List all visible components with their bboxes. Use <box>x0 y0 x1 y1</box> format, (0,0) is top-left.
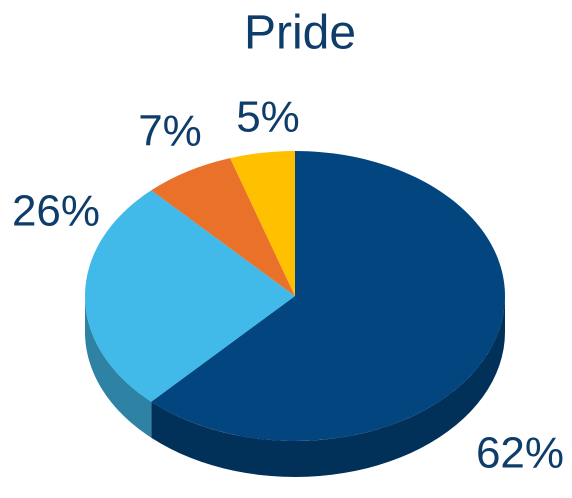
slice-side <box>85 296 152 438</box>
slice <box>84 190 296 402</box>
data-label: 7% <box>138 107 202 156</box>
data-label: 62% <box>476 429 564 478</box>
chart-title: Pride <box>244 7 356 60</box>
slice <box>151 158 295 296</box>
data-label: 5% <box>236 93 300 142</box>
slice <box>151 151 506 441</box>
data-label: 26% <box>12 187 100 236</box>
slice-side <box>151 296 505 477</box>
slice <box>230 151 295 296</box>
